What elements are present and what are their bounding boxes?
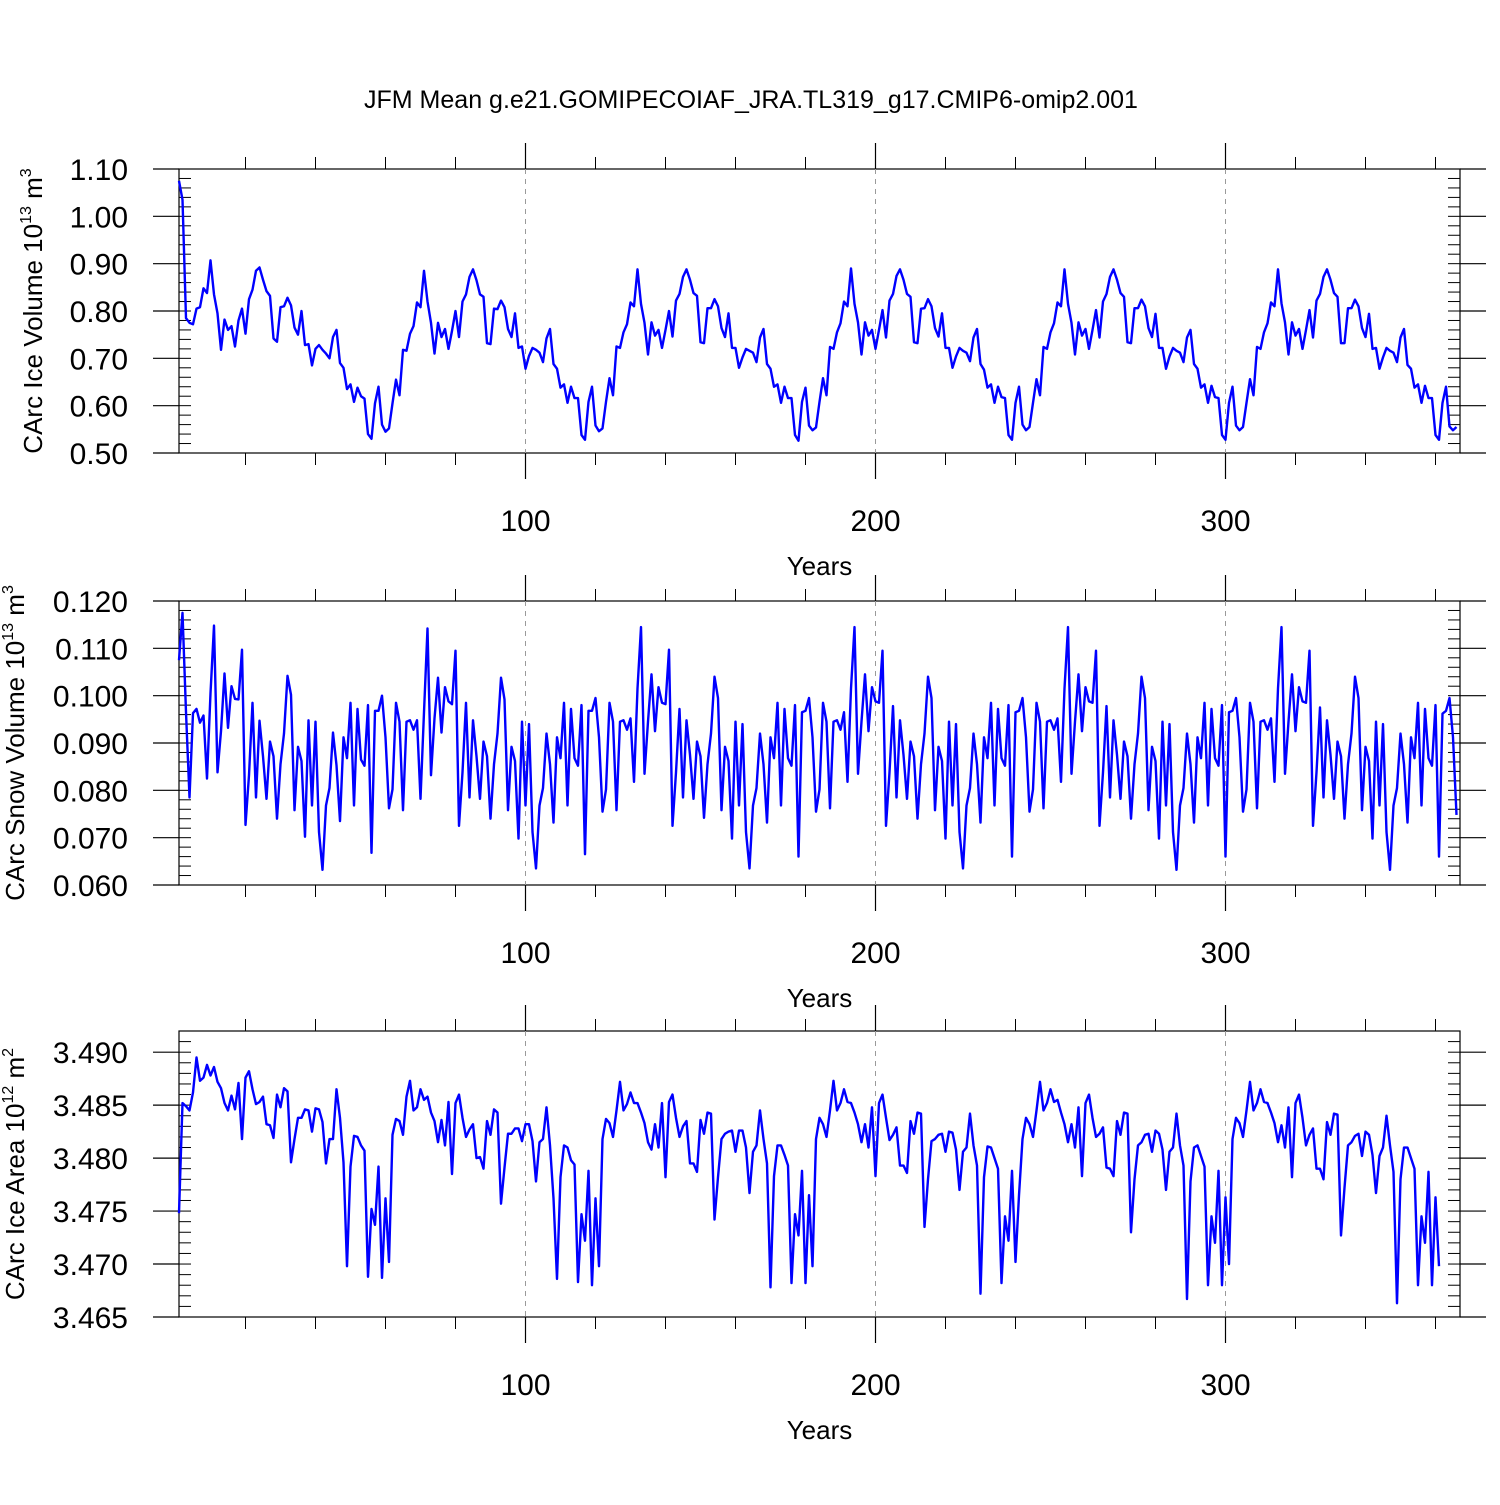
x-axis-label: Years <box>787 1415 853 1445</box>
x-tick-label: 300 <box>1200 505 1250 538</box>
y-tick-label: 3.470 <box>53 1249 128 1282</box>
y-axis-label: CArc Ice Volume 1013 m3 <box>18 168 48 453</box>
y-tick-label: 0.110 <box>55 633 128 666</box>
y-tick-label: 3.475 <box>53 1196 128 1229</box>
y-tick-label: 0.120 <box>53 586 128 619</box>
y-tick-label: 1.10 <box>70 154 128 187</box>
y-tick-label: 3.480 <box>53 1143 128 1176</box>
y-tick-label: 0.070 <box>53 823 128 856</box>
plot-frame <box>178 1030 1461 1318</box>
x-tick-label: 200 <box>850 505 900 538</box>
y-axis-label-unit-exponent: 3 <box>0 585 17 594</box>
x-tick-label: 100 <box>500 505 550 538</box>
y-axis-label: CArc Ice Area 1012 m2 <box>0 1048 30 1300</box>
y-tick-label: 3.490 <box>53 1037 128 1070</box>
panel-snow-volume: 100 200 300 0.060 0.070 0.080 0.090 0.100 0.110 0… <box>0 575 1486 1013</box>
y-axis-label-main: CArc Ice Area 10 <box>0 1104 30 1301</box>
series-line-snow-volume <box>177 611 1458 872</box>
y-axis-label-unit: m <box>0 1057 30 1086</box>
y-tick-label: 0.90 <box>70 249 128 282</box>
y-axis-label-exponent: 13 <box>18 206 35 224</box>
y-axis-label: CArc Snow Volume 1013 m3 <box>0 585 30 901</box>
y-tick-label: 0.60 <box>70 391 128 424</box>
x-tick-label: 100 <box>500 1369 550 1402</box>
x-axis-label: Years <box>787 983 853 1013</box>
y-axis-label-main: CArc Snow Volume 10 <box>0 641 30 901</box>
y-tick-label: 0.100 <box>53 681 128 714</box>
y-tick-label: 1.00 <box>70 201 128 234</box>
panel-ice-volume: 100 200 300 0.50 0.60 0.70 0.80 0.90 1.00 1.10 Yea… <box>18 143 1486 581</box>
x-tick-label: 300 <box>1200 937 1250 970</box>
y-axis-label-exponent: 12 <box>0 1086 17 1104</box>
figure-title: JFM Mean g.e21.GOMIPECOIAF_JRA.TL319_g17… <box>364 86 1138 114</box>
y-axis-label-main: CArc Ice Volume 10 <box>18 224 48 454</box>
series-line-ice-volume <box>177 180 1458 442</box>
y-axis-label-unit: m <box>0 594 30 623</box>
y-axis-label-unit-exponent: 3 <box>18 168 35 177</box>
x-tick-label: 200 <box>850 1369 900 1402</box>
y-tick-label: 3.485 <box>53 1090 128 1123</box>
x-axis-label: Years <box>787 551 853 581</box>
panel-ice-area: 100 200 300 3.465 3.470 3.475 3.480 3.485 3.490 Y… <box>0 1005 1486 1445</box>
y-tick-label: 0.090 <box>53 728 128 761</box>
series-line-ice-area <box>177 1056 1441 1305</box>
y-tick-label: 0.70 <box>70 343 128 376</box>
y-axis-label-exponent: 13 <box>0 623 17 641</box>
x-tick-label: 200 <box>850 937 900 970</box>
y-axis-label-unit: m <box>18 177 48 206</box>
y-tick-label: 0.060 <box>53 870 128 903</box>
y-tick-label: 3.465 <box>53 1302 128 1335</box>
x-tick-label: 300 <box>1200 1369 1250 1402</box>
x-tick-label: 100 <box>500 937 550 970</box>
y-axis-label-unit-exponent: 2 <box>0 1048 17 1057</box>
y-tick-label: 0.080 <box>53 775 128 808</box>
y-tick-label: 0.50 <box>70 438 128 471</box>
y-tick-label: 0.80 <box>70 296 128 329</box>
